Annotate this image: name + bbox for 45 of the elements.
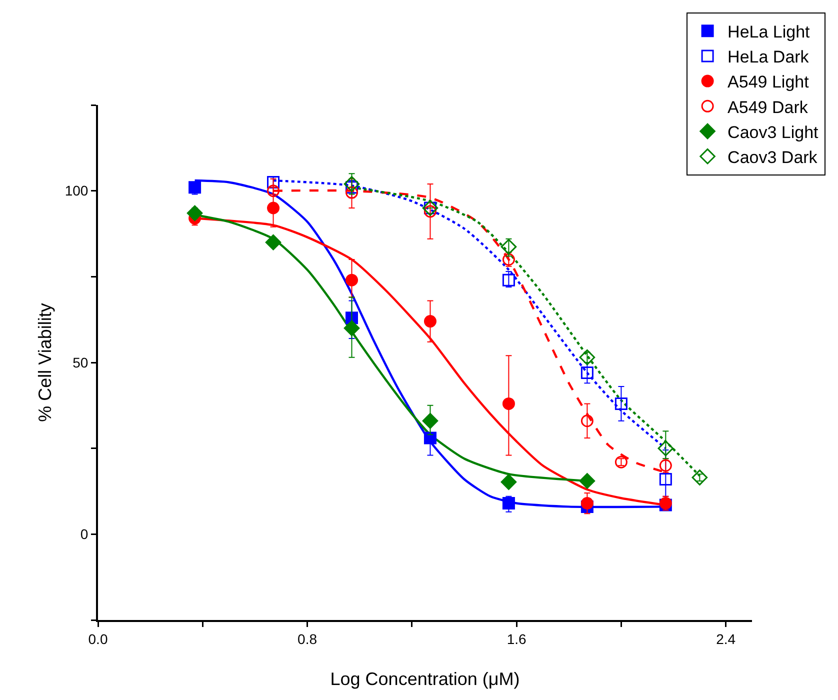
- x-tick-label: 1.6: [506, 630, 526, 647]
- y-tick-label: 100: [64, 182, 88, 199]
- y-tick-label: 0: [80, 526, 88, 542]
- legend-label: Caov3 Light: [728, 122, 819, 142]
- point: [424, 432, 436, 444]
- legend-label: A549 Dark: [728, 98, 808, 117]
- point: [267, 176, 280, 188]
- point: [346, 274, 358, 286]
- point: [422, 412, 438, 429]
- point: [659, 459, 672, 472]
- point: [500, 474, 517, 490]
- legend-label: A549 Light: [728, 72, 810, 92]
- x-tick-label: 2.4: [716, 630, 736, 647]
- point: [265, 234, 282, 250]
- y-tick-label: 50: [72, 354, 88, 370]
- point: [188, 181, 202, 194]
- y-axis-title: % Cell Viability: [35, 303, 55, 422]
- point: [692, 470, 708, 486]
- point: [346, 186, 358, 199]
- point: [580, 366, 594, 380]
- point: [424, 315, 436, 328]
- point: [579, 349, 596, 366]
- point: [658, 440, 674, 456]
- point: [580, 414, 594, 428]
- x-axis-title: Log Concentration (μM): [330, 669, 520, 689]
- point: [580, 497, 594, 510]
- point: [267, 202, 280, 214]
- point: [186, 205, 203, 222]
- legend-label: Caov3 Dark: [728, 148, 818, 167]
- point: [267, 184, 280, 198]
- point: [502, 253, 515, 266]
- point: [502, 274, 515, 286]
- legend-label: HeLa Light: [728, 22, 810, 42]
- point: [502, 497, 515, 510]
- point: [502, 397, 515, 410]
- point: [344, 320, 360, 336]
- point: [614, 397, 628, 410]
- x-tick-label: 0.0: [88, 630, 108, 647]
- x-tick-label: 0.8: [298, 630, 318, 647]
- point: [659, 472, 672, 486]
- point: [579, 473, 596, 489]
- point: [344, 176, 360, 192]
- point: [500, 238, 517, 255]
- legend-label: HeLa Dark: [728, 48, 810, 67]
- point: [614, 456, 628, 468]
